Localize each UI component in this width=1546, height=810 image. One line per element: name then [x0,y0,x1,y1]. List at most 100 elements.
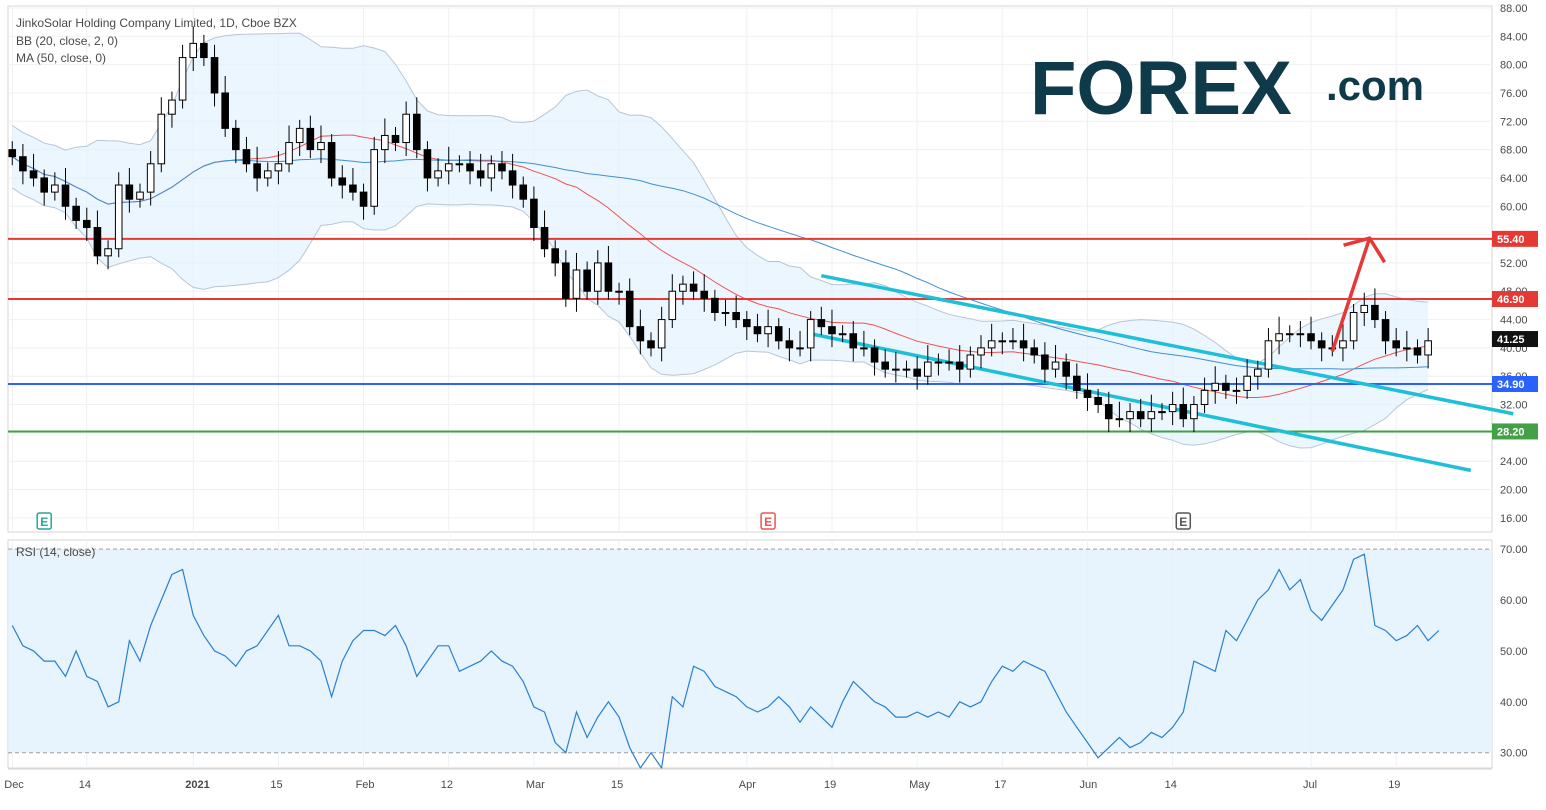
level-tag-bg [1492,230,1538,247]
price-axis-tick: 84.00 [1500,31,1528,43]
candle-body [1275,333,1283,342]
candle-body [572,269,581,299]
candle-body [711,297,719,313]
candle-body [647,340,655,349]
candle-body [349,184,357,193]
candle-body [157,113,166,165]
level-tag-bg [1492,423,1538,440]
candle-body [774,326,783,342]
candle-body [945,361,953,364]
candle-body [689,283,698,292]
candle-body [998,340,1007,343]
level-tag-label: 55.40 [1497,234,1525,246]
candle-body [593,262,602,292]
candle-body [1392,340,1400,349]
candle-body [125,184,134,200]
candle-body [487,163,496,179]
candle-body [530,198,538,229]
candle-body [1285,333,1294,336]
candle-body [285,142,293,165]
level-tag-label: 34.90 [1497,379,1525,391]
candle-body [1371,304,1379,321]
rsi-axis-tick: 50.00 [1500,646,1528,658]
candles [8,26,1432,433]
level-tag-label: 46.90 [1497,294,1525,306]
candle-body [849,333,858,349]
candle-body [466,163,474,172]
candle-body [1126,411,1134,420]
candle-body [1253,368,1262,377]
candle-body [210,57,219,94]
candle-body [966,354,975,370]
candle-body [923,361,932,377]
candle-body [242,149,251,165]
time-axis-tick: Jul [1303,779,1317,791]
candle-body [562,262,570,299]
time-axis-tick: May [909,779,930,791]
candle-body [785,340,794,349]
candle-body [1147,411,1156,420]
bb-fill [12,33,1429,449]
time-axis-tick: Apr [739,779,756,791]
candle-body [1243,375,1251,391]
indicator-ma-label: MA (50, close, 0) [16,51,106,65]
candle-body [253,163,261,179]
candle-body [796,347,804,350]
candle-body [604,262,613,292]
rsi-title: RSI (14, close) [16,545,95,559]
candle-body [476,170,485,179]
candle-body [178,57,187,101]
candle-body [721,311,730,314]
candle-body [892,368,900,371]
candle-body [338,177,347,186]
time-axis-tick: 19 [824,779,836,791]
candle-body [615,290,623,293]
candle-body [51,184,59,193]
candle-body [93,227,102,257]
candle-body [1424,340,1432,356]
candle-body [1115,418,1124,421]
last-price-bg [1492,331,1538,348]
candle-body [1190,404,1198,420]
time-axis-tick: Feb [356,779,375,791]
candle-body [370,149,379,207]
candle-body [1264,340,1273,370]
price-axis-tick: 44.00 [1500,315,1528,327]
candle-body [1158,411,1166,414]
candle-body [870,347,879,363]
logo-forex: FOREX [1030,46,1292,131]
price-axis-tick: 80.00 [1500,60,1528,72]
candle-body [232,127,240,151]
candle-body [1317,340,1326,349]
candle-body [200,42,208,59]
candle-body [327,142,336,179]
candle-body [743,319,751,328]
earnings-marker-label: E [764,515,772,529]
candle-body [551,248,559,264]
candle-body [146,163,155,193]
candle-body [583,269,591,292]
candle-body [934,361,943,364]
candle-body [498,163,506,172]
candle-body [1009,340,1017,343]
earnings-marker-label: E [40,515,48,529]
candle-body [860,347,868,350]
rsi-panel [8,548,1492,770]
rsi-band-fill [8,549,1492,753]
candle-body [508,170,517,186]
candle-body [806,319,815,349]
candle-body [1403,347,1411,350]
candle-body [29,170,38,179]
candle-body [104,248,112,257]
price-axis-tick: 24.00 [1500,456,1528,468]
candle-body [1104,404,1113,420]
price-axis-tick: 76.00 [1500,88,1528,100]
candle-body [700,290,709,299]
candle-body [1360,304,1369,313]
candle-body [913,368,921,377]
candle-body [1232,389,1241,392]
candle-body [19,156,27,172]
candle-body [82,219,91,229]
candle-body [423,149,432,179]
